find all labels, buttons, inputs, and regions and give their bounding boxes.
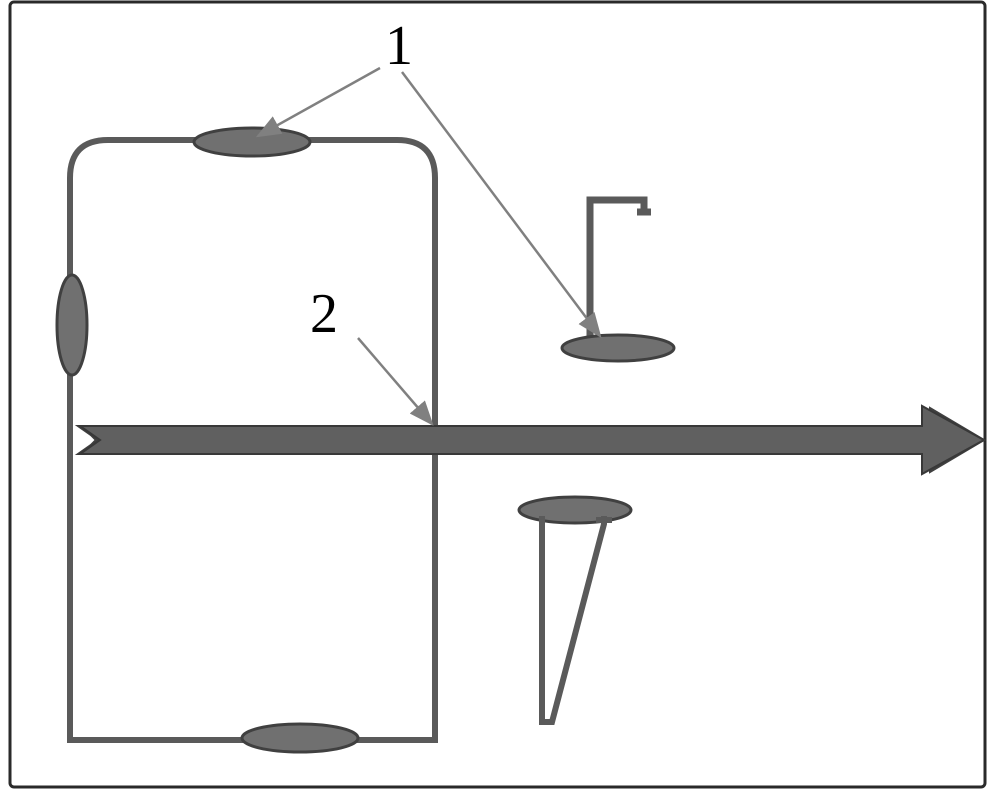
diagram-container: 1 2 <box>0 0 1000 789</box>
cover-notch <box>637 212 651 352</box>
lower-bracket <box>542 516 604 722</box>
label-2: 2 <box>310 282 338 346</box>
diagram-svg <box>0 0 1000 789</box>
lower-l-pad <box>519 497 631 523</box>
leader-2 <box>358 338 432 424</box>
leader-1a <box>258 68 380 136</box>
cover1 <box>555 180 695 355</box>
jar-top-pad <box>194 128 310 156</box>
main-arrow-shape <box>80 406 984 474</box>
outer-frame <box>10 2 985 787</box>
jar-side-pad <box>57 275 87 375</box>
jar-bottom-pad <box>242 724 358 752</box>
label-1: 1 <box>385 14 413 78</box>
upper-l-pad <box>562 335 674 361</box>
